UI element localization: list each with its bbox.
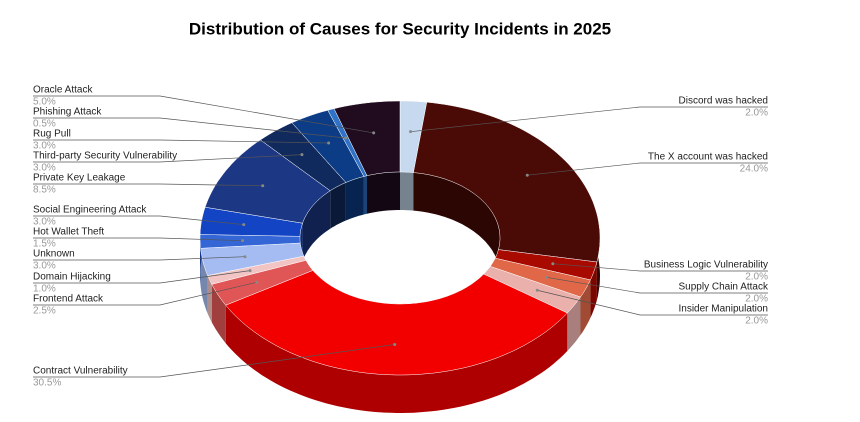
label-name: Insider Manipulation [679, 304, 769, 315]
slice-outer-wall [207, 275, 212, 323]
label-name: The X account was hacked [648, 152, 768, 163]
leader-dot [525, 173, 529, 177]
label-value: 2.0% [745, 108, 768, 119]
label-name: Supply Chain Attack [679, 282, 769, 293]
leader-line [552, 263, 768, 272]
leader-line [33, 183, 263, 187]
leader-line [33, 237, 243, 242]
label-name: Discord was hacked [679, 96, 768, 107]
slice-inner-wall [330, 182, 346, 229]
label-value: 3.0% [33, 141, 56, 152]
label-name: Rug Pull [33, 129, 71, 140]
leader-dot [535, 288, 539, 292]
label-value: 3.0% [33, 163, 56, 174]
label-value: 2.0% [745, 294, 768, 305]
leader-dot [544, 275, 548, 279]
label-value: 2.5% [33, 306, 56, 317]
leader-line [527, 162, 768, 176]
leader-dot [261, 184, 265, 188]
leader-dot [344, 136, 348, 140]
slices [199, 100, 601, 376]
leader-dot [393, 343, 397, 347]
slice-outer-wall [200, 248, 208, 314]
leader-line [410, 106, 768, 133]
leader-line [33, 344, 395, 378]
leader-line [33, 281, 257, 306]
label-value: 1.0% [33, 284, 56, 295]
leader-dot [409, 130, 413, 134]
label-name: Oracle Attack [33, 85, 93, 96]
leader-line [33, 256, 245, 261]
chart-title: Distribution of Causes for Security Inci… [189, 19, 611, 38]
label-value: 8.5% [33, 185, 56, 196]
leader-dot [241, 239, 245, 243]
leader-dot [243, 255, 247, 259]
label-name: Frontend Attack [33, 294, 104, 305]
label-name: Unknown [33, 249, 75, 260]
leader-dot [255, 280, 259, 284]
slice-inner-wall [345, 176, 364, 221]
leader-dot [327, 141, 331, 145]
leader-line [33, 95, 374, 134]
label-value: 30.5% [33, 378, 61, 389]
label-value: 2.0% [745, 272, 768, 283]
leader-dot [248, 269, 252, 273]
leader-line [33, 270, 251, 284]
label-value: 3.0% [33, 261, 56, 272]
label-name: Hot Wallet Theft [33, 227, 104, 238]
slice-inner-wall [400, 172, 414, 211]
label-value: 1.5% [33, 239, 56, 250]
label-value: 3.0% [33, 217, 56, 228]
leader-dot [551, 262, 555, 266]
label-name: Phishing Attack [33, 107, 102, 118]
leader-dot [300, 153, 304, 157]
slice-inner-wall [413, 172, 500, 288]
slice-outer-wall [211, 284, 226, 344]
label-name: Contract Vulnerability [33, 366, 128, 377]
leader-line [537, 289, 768, 316]
label-value: 2.0% [745, 316, 768, 327]
label-name: Business Logic Vulnerability [644, 260, 768, 271]
slice-inner-wall [363, 175, 367, 215]
label-value: 0.5% [33, 119, 56, 130]
slice [333, 100, 401, 176]
leader-dot [242, 223, 246, 227]
label-name: Third-party Security Vulnerability [33, 151, 177, 162]
label-name: Social Engineering Attack [33, 205, 147, 216]
leader-line [33, 139, 329, 144]
slice-inner-wall [367, 172, 400, 214]
leader-line [33, 154, 302, 163]
label-name: Private Key Leakage [33, 173, 126, 184]
leader-dot [372, 131, 376, 135]
leader-line [33, 215, 244, 225]
slice-outer-wall [567, 297, 581, 351]
slice-outer-wall [225, 305, 568, 413]
label-name: Domain Hijacking [33, 272, 111, 283]
slice-inner-wall [302, 190, 331, 262]
leader-line [33, 117, 346, 139]
label-value: 5.0% [33, 97, 56, 108]
leader-line [546, 276, 768, 294]
label-value: 24.0% [740, 164, 768, 175]
